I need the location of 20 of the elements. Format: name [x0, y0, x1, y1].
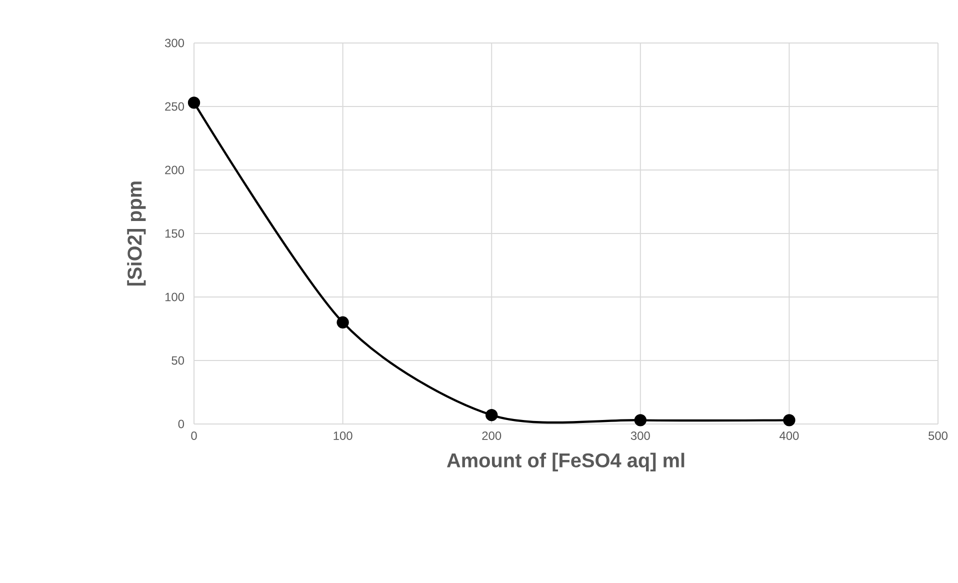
y-tick-label: 200	[165, 166, 184, 174]
y-tick-label: 300	[164, 38, 184, 48]
point	[486, 409, 498, 422]
y-tick-label: 250	[165, 102, 184, 111]
x-tick-label: 0	[191, 432, 197, 440]
y-tick-label: 0	[178, 420, 184, 428]
x-tick-label: 400	[780, 432, 799, 440]
y-tick-label: 50	[172, 356, 184, 365]
point	[336, 316, 349, 328]
point	[188, 96, 200, 109]
point	[634, 414, 647, 426]
x-tick-label: 100	[334, 432, 352, 440]
x-axis-title: Amount of [FeSO4 aq] ml	[446, 452, 684, 472]
x-tick-label: 500	[928, 432, 948, 440]
x-tick-label: 300	[630, 432, 650, 440]
point	[783, 414, 796, 426]
x-tick-label: 200	[482, 432, 502, 440]
y-tick-label: 100	[165, 292, 184, 302]
y-axis-title: [SiO2] ppm	[127, 182, 146, 286]
y-tick-label: 150	[165, 229, 184, 238]
